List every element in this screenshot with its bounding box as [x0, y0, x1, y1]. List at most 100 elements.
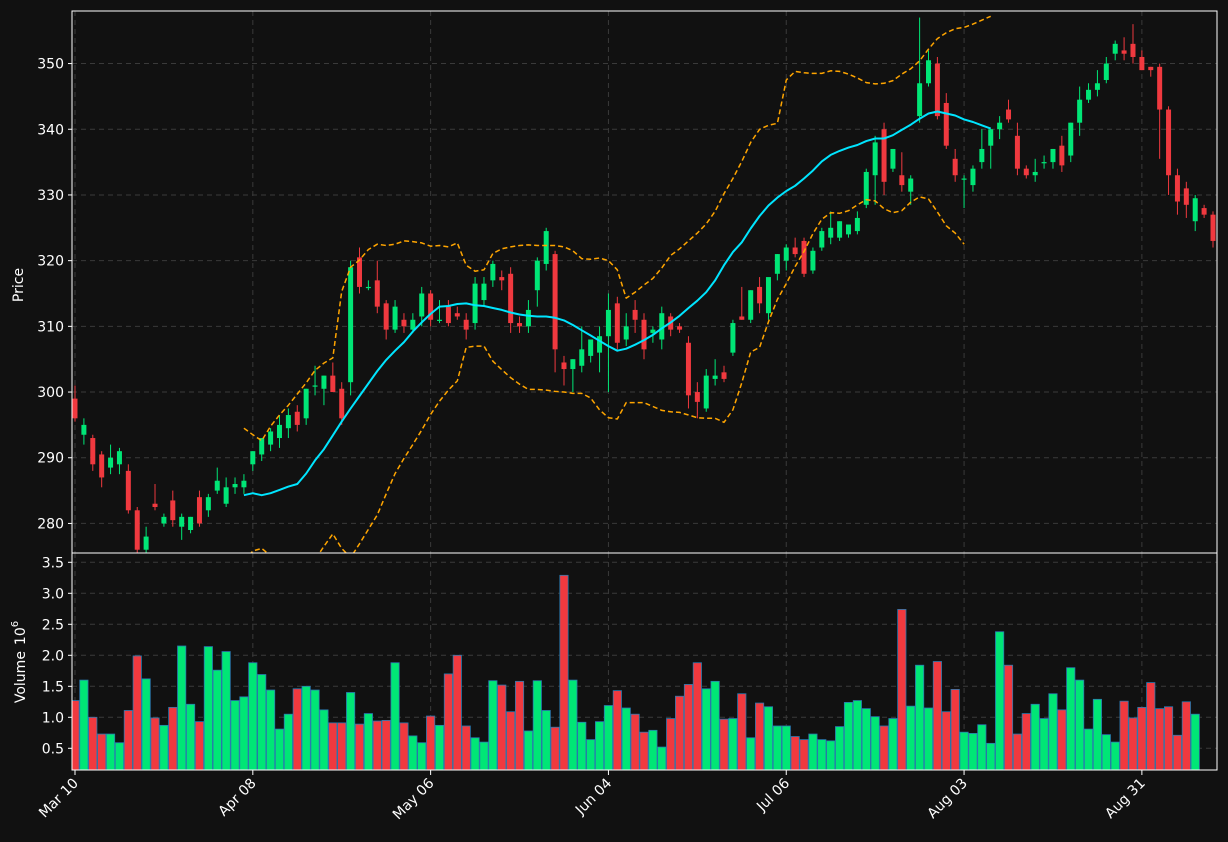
candle-body — [881, 129, 887, 182]
volume-bar — [932, 661, 942, 770]
volume-bar — [203, 646, 213, 770]
volume-bar — [755, 702, 765, 770]
volume-tick-label: 2.5 — [42, 617, 64, 633]
volume-bar — [692, 662, 702, 770]
candle-body — [472, 283, 478, 324]
candle-body — [650, 329, 656, 333]
volume-bar — [586, 739, 596, 770]
volume-tick-label: 1.0 — [42, 710, 64, 726]
candle-body — [792, 247, 798, 255]
volume-bar — [1119, 700, 1129, 770]
volume-bar — [506, 711, 516, 770]
volume-bar — [639, 731, 649, 770]
candle-body — [1148, 66, 1154, 71]
volume-bar — [346, 692, 356, 770]
volume-bar — [1066, 667, 1076, 770]
candle-body — [943, 102, 949, 146]
candle-body — [845, 224, 851, 235]
volume-panel: 0.5 1.0 1.5 2.0 2.5 3.0 3.5 — [42, 552, 1218, 771]
volume-bar — [1048, 693, 1058, 770]
volume-bar — [1003, 664, 1014, 770]
volume-tick-label: 2.0 — [42, 648, 64, 664]
candle-body — [765, 277, 771, 314]
volume-bar — [283, 713, 293, 770]
volume-axis-label: Volume — [13, 651, 29, 703]
volume-bar — [1163, 706, 1174, 770]
candle-body — [374, 280, 380, 307]
volume-bar — [381, 720, 391, 770]
candle-body — [783, 247, 789, 261]
volume-bar — [550, 726, 560, 770]
candle-body — [952, 158, 958, 176]
volume-bar — [683, 684, 694, 770]
volume-bar — [310, 689, 320, 770]
volume-bar — [968, 733, 978, 770]
candle-body — [917, 83, 923, 117]
volume-bar — [657, 746, 667, 770]
candle-body — [890, 148, 896, 169]
price-tick-label: 290 — [37, 451, 64, 467]
volume-bar — [168, 706, 178, 770]
price-tick-label: 280 — [37, 516, 64, 532]
volume-bar — [230, 700, 240, 770]
volume-bar — [630, 713, 640, 770]
candle-body — [294, 411, 300, 425]
candle-body — [232, 484, 238, 488]
price-tick-label: 310 — [37, 319, 64, 335]
candle-body — [428, 293, 434, 320]
volume-bar — [950, 689, 960, 770]
candle-body — [1166, 109, 1172, 176]
volume-bar — [497, 684, 507, 770]
volume-bar — [701, 688, 711, 770]
candle-body — [437, 319, 443, 321]
volume-bar — [274, 728, 285, 770]
candle-body — [143, 536, 149, 550]
volume-bars — [72, 574, 1200, 770]
candle-body — [872, 142, 878, 176]
candle-body — [339, 388, 345, 419]
candle-body — [1192, 198, 1198, 222]
price-panel: 280 290 300 310 320 330 340 350 — [37, 10, 1218, 554]
candle-body — [285, 415, 291, 429]
volume-bar — [977, 724, 987, 770]
volume-bar — [106, 733, 116, 770]
volume-bar — [177, 645, 187, 770]
volume-bar — [363, 713, 373, 770]
candle-body — [463, 319, 469, 330]
candle-body — [108, 457, 114, 468]
candles — [72, 17, 1216, 553]
candle-body — [774, 254, 780, 274]
price-tick-label: 320 — [37, 254, 64, 270]
candle-body — [401, 319, 407, 327]
volume-scale-exponent: 6 — [10, 621, 21, 627]
bollinger-band-line — [250, 196, 965, 553]
volume-tick-label: 3.0 — [42, 586, 64, 602]
candle-body — [1077, 99, 1083, 123]
volume-bar — [248, 662, 258, 770]
volume-bar — [719, 718, 729, 770]
candle-body — [276, 424, 282, 439]
volume-bar — [861, 708, 871, 770]
candle-body — [748, 290, 754, 320]
volume-bar — [488, 680, 498, 770]
volume-bar — [1146, 682, 1156, 770]
volume-bar — [888, 718, 898, 770]
volume-bar — [781, 725, 791, 770]
volume-bar — [746, 737, 756, 770]
volume-frame — [71, 552, 1218, 771]
candle-body — [419, 293, 425, 317]
candle-body — [605, 309, 611, 337]
candle-body — [1050, 148, 1056, 163]
candle-body — [926, 60, 931, 84]
volume-bar — [123, 710, 133, 770]
candle-body — [179, 516, 185, 527]
volume-bar — [808, 733, 818, 770]
candle-body — [490, 263, 496, 281]
candle-body — [90, 438, 96, 465]
candle-body — [1183, 188, 1189, 205]
volume-bar — [986, 742, 996, 770]
candle-body — [1059, 145, 1065, 166]
candle-body — [81, 424, 87, 435]
volume-bar — [97, 733, 107, 770]
